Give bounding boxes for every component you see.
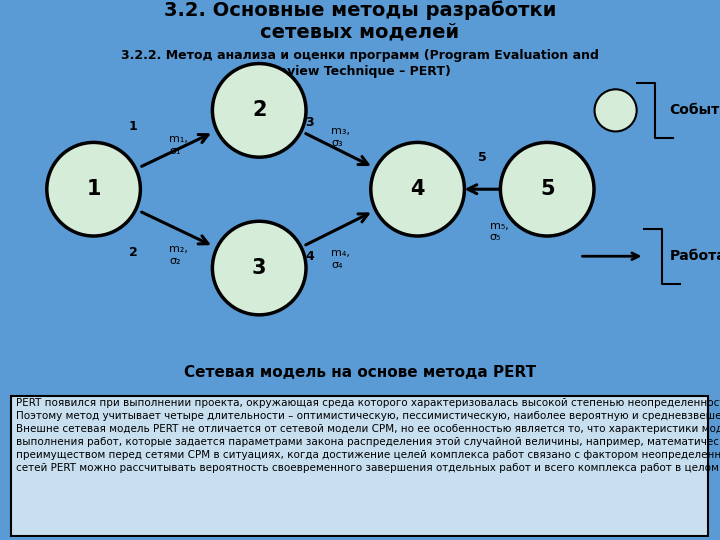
Text: 5: 5: [478, 151, 487, 164]
Ellipse shape: [371, 143, 464, 236]
Text: 3.2. Основные методы разработки
сетевых моделей: 3.2. Основные методы разработки сетевых …: [164, 0, 556, 42]
Text: m₁,
σ₁: m₁, σ₁: [169, 134, 188, 156]
Ellipse shape: [500, 143, 594, 236]
Text: m₅,
σ₅: m₅, σ₅: [490, 221, 508, 242]
Text: 1: 1: [129, 120, 138, 133]
Text: 1: 1: [86, 179, 101, 199]
Text: m₃,
σ₃: m₃, σ₃: [331, 126, 350, 148]
FancyBboxPatch shape: [11, 396, 708, 536]
Ellipse shape: [595, 89, 636, 131]
Text: Работа: Работа: [670, 249, 720, 263]
Text: 4: 4: [410, 179, 425, 199]
Text: PERT появился при выполнении проекта, окружающая среда которого характеризовалас: PERT появился при выполнении проекта, ок…: [16, 398, 720, 473]
Text: 3.2.2. Метод анализа и оценки программ (Program Evaluation and
Review Technique : 3.2.2. Метод анализа и оценки программ (…: [121, 49, 599, 78]
Ellipse shape: [47, 143, 140, 236]
Ellipse shape: [212, 64, 306, 157]
Ellipse shape: [212, 221, 306, 315]
Text: Сетевая модель на основе метода PERT: Сетевая модель на основе метода PERT: [184, 365, 536, 380]
Text: 3: 3: [252, 258, 266, 278]
Text: 2: 2: [129, 246, 138, 259]
Text: 2: 2: [252, 100, 266, 120]
Text: m₂,
σ₂: m₂, σ₂: [169, 245, 188, 266]
Text: Событие: Событие: [670, 103, 720, 117]
Text: 4: 4: [305, 249, 314, 263]
Text: m₄,
σ₄: m₄, σ₄: [331, 248, 350, 270]
Text: 3: 3: [305, 116, 314, 129]
Text: 5: 5: [540, 179, 554, 199]
